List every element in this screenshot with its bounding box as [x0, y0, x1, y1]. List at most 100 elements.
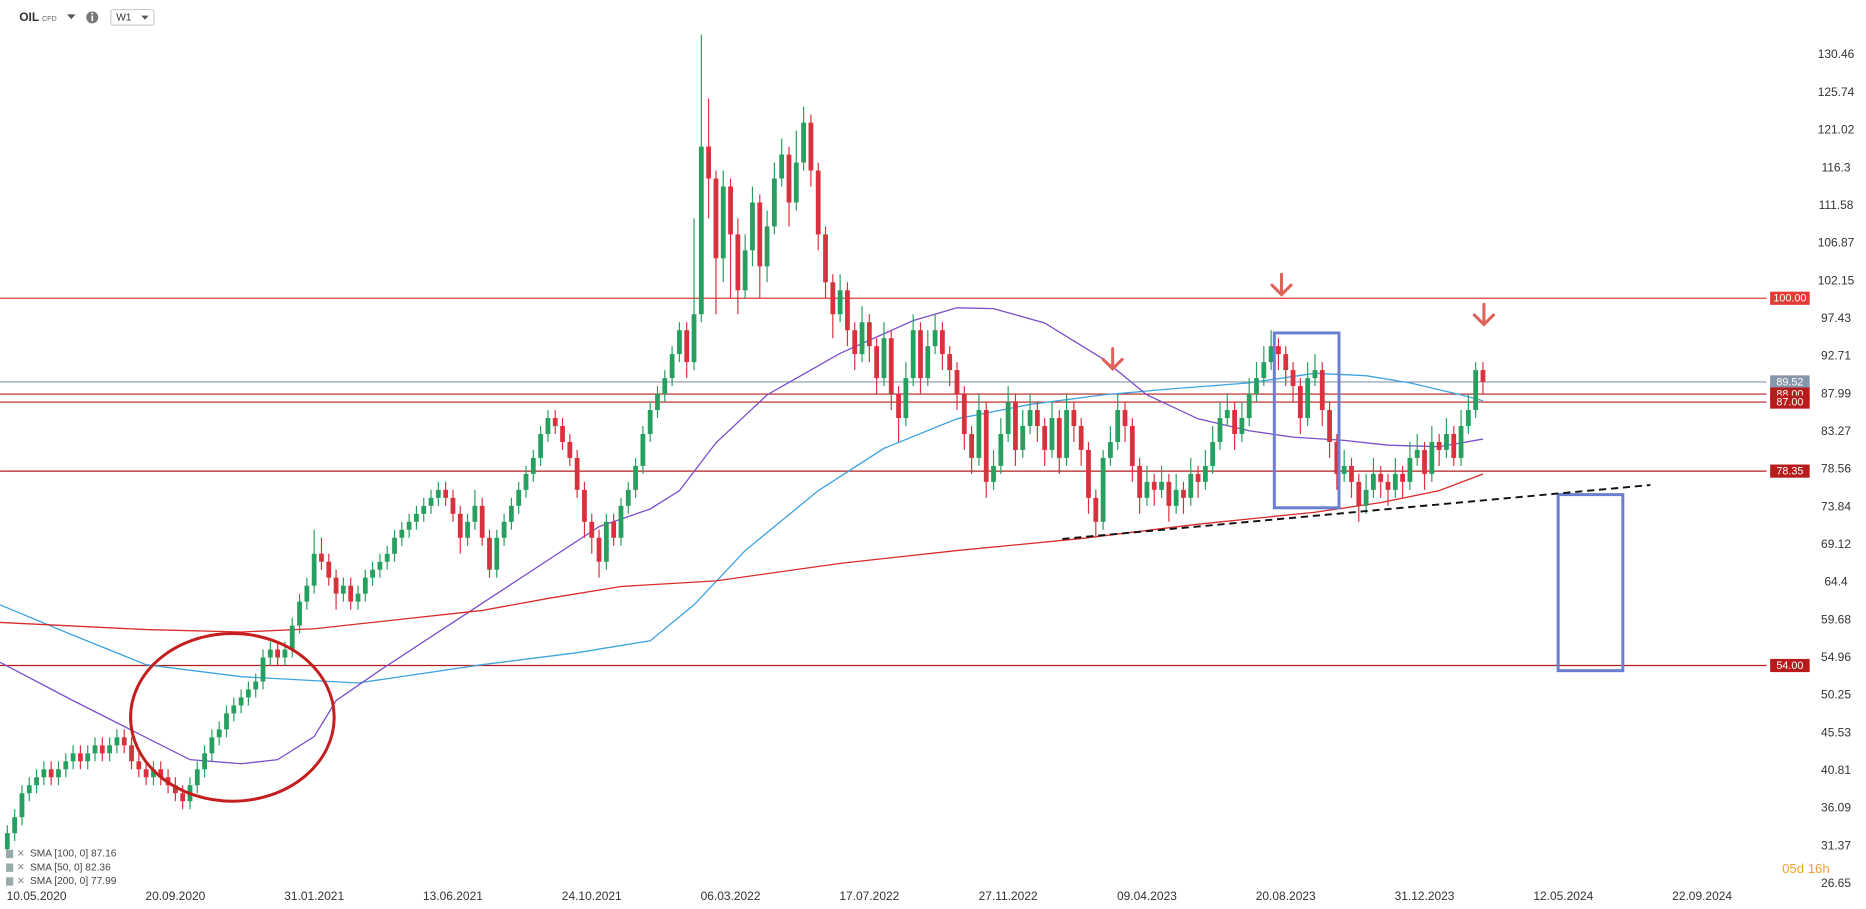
candle-body: [406, 521, 412, 530]
candle-body: [983, 410, 989, 482]
candle-body: [63, 761, 69, 770]
candle-body: [903, 378, 909, 419]
candle-body: [603, 521, 609, 562]
candle-body: [1297, 386, 1303, 419]
candle-body: [348, 585, 354, 602]
candle-body: [1151, 481, 1157, 490]
candle-body: [830, 282, 836, 315]
x-tick-label: 31.12.2023: [1395, 889, 1455, 903]
candle-body: [582, 489, 587, 522]
level-label: 54.00: [1776, 660, 1803, 672]
interval-select[interactable]: [110, 8, 155, 26]
x-tick-label: 10.05.2020: [7, 889, 67, 903]
candle-body: [837, 290, 843, 315]
candle-body: [516, 489, 522, 506]
candle-body: [625, 489, 631, 506]
candle-body: [1458, 425, 1464, 458]
legend-entry: SMA [50, 0] 82.36: [30, 862, 111, 873]
candle-body: [1239, 418, 1245, 434]
candle-body: [618, 505, 624, 538]
candle-body: [1217, 418, 1223, 442]
candle-body: [136, 761, 142, 770]
candle-body: [457, 513, 463, 538]
candle-body: [85, 753, 91, 762]
y-tick-label: 59.68: [1821, 612, 1851, 626]
candle-body: [1465, 410, 1471, 426]
candle-body: [1100, 457, 1106, 522]
candle-body: [1122, 410, 1128, 426]
candle-body: [1422, 449, 1427, 474]
candle-body: [34, 777, 39, 786]
candle-body: [669, 354, 675, 379]
candle-body: [319, 553, 324, 562]
candle-body: [12, 817, 18, 834]
y-tick-label: 125.74: [1818, 85, 1855, 99]
legend-icon: [6, 877, 14, 886]
candle-body: [1034, 410, 1040, 426]
indicator-legend: ✕ SMA [100, 0] 87.16 ✕ SMA [50, 0] 82.36 ✕ SM…: [6, 848, 117, 887]
candle-body: [19, 793, 25, 818]
candle-body: [1349, 465, 1354, 482]
candle-body: [640, 433, 646, 466]
candle-body: [852, 330, 858, 355]
symbol[interactable]: OIL: [19, 10, 39, 24]
info-icon-dot: [91, 12, 94, 15]
candle-body: [99, 745, 105, 754]
candle-body: [41, 769, 47, 778]
symbol-dropdown[interactable]: [67, 14, 76, 20]
candle-body: [947, 354, 953, 371]
candle-body: [421, 505, 427, 514]
candle-body: [764, 226, 770, 267]
level-label: 89.52: [1776, 376, 1803, 388]
candle-body: [1363, 489, 1369, 506]
candle-body: [815, 170, 821, 235]
candle-body: [370, 569, 375, 578]
y-tick-label: 73.84: [1821, 499, 1851, 513]
candle-body: [991, 465, 996, 482]
candle-body: [888, 338, 894, 395]
arrows: [1101, 272, 1495, 371]
candle-body: [1444, 433, 1449, 450]
candle-body: [1378, 473, 1384, 482]
candle-body: [611, 521, 617, 538]
range-box: [1272, 331, 1341, 510]
candle-body: [107, 745, 113, 754]
candle-body: [530, 457, 536, 474]
y-tick-label: 50.25: [1821, 688, 1851, 702]
highlight-ellipse: [129, 632, 336, 803]
x-tick-label: 20.08.2023: [1256, 889, 1316, 903]
candle-body: [1144, 481, 1150, 498]
candle-body: [1042, 425, 1048, 450]
candle-body: [1392, 473, 1398, 490]
candle-body: [1224, 410, 1230, 419]
candle-body: [48, 769, 54, 778]
candle-body: [793, 162, 799, 203]
candle-body: [1064, 410, 1069, 458]
candle-body: [121, 737, 127, 746]
x-tick-label: 22.09.2024: [1672, 889, 1732, 903]
candle-body: [750, 202, 755, 251]
candle-body: [1312, 370, 1318, 379]
candle-body: [282, 649, 288, 658]
level-label: 100.00: [1773, 293, 1806, 305]
candle-body: [910, 330, 916, 379]
level-label-bg: [1770, 375, 1810, 389]
candle-body: [209, 737, 215, 754]
candle-body: [859, 322, 865, 355]
candle-body: [1473, 370, 1479, 411]
candle-body: [1414, 449, 1420, 458]
candle-body: [231, 705, 237, 714]
candle-body: [151, 769, 156, 778]
candle-body: [538, 433, 544, 458]
sma-line: [0, 307, 1484, 765]
candle-body: [677, 330, 682, 355]
candle-body: [479, 505, 485, 538]
candle-body: [866, 322, 872, 347]
candle-body: [1202, 465, 1208, 482]
candle-body: [487, 537, 492, 570]
x-tick-label: 12.05.2024: [1533, 889, 1593, 903]
candle-body: [143, 769, 149, 778]
candle-body: [172, 785, 178, 794]
level-label-bg: [1770, 291, 1810, 305]
candle-body: [589, 521, 595, 538]
